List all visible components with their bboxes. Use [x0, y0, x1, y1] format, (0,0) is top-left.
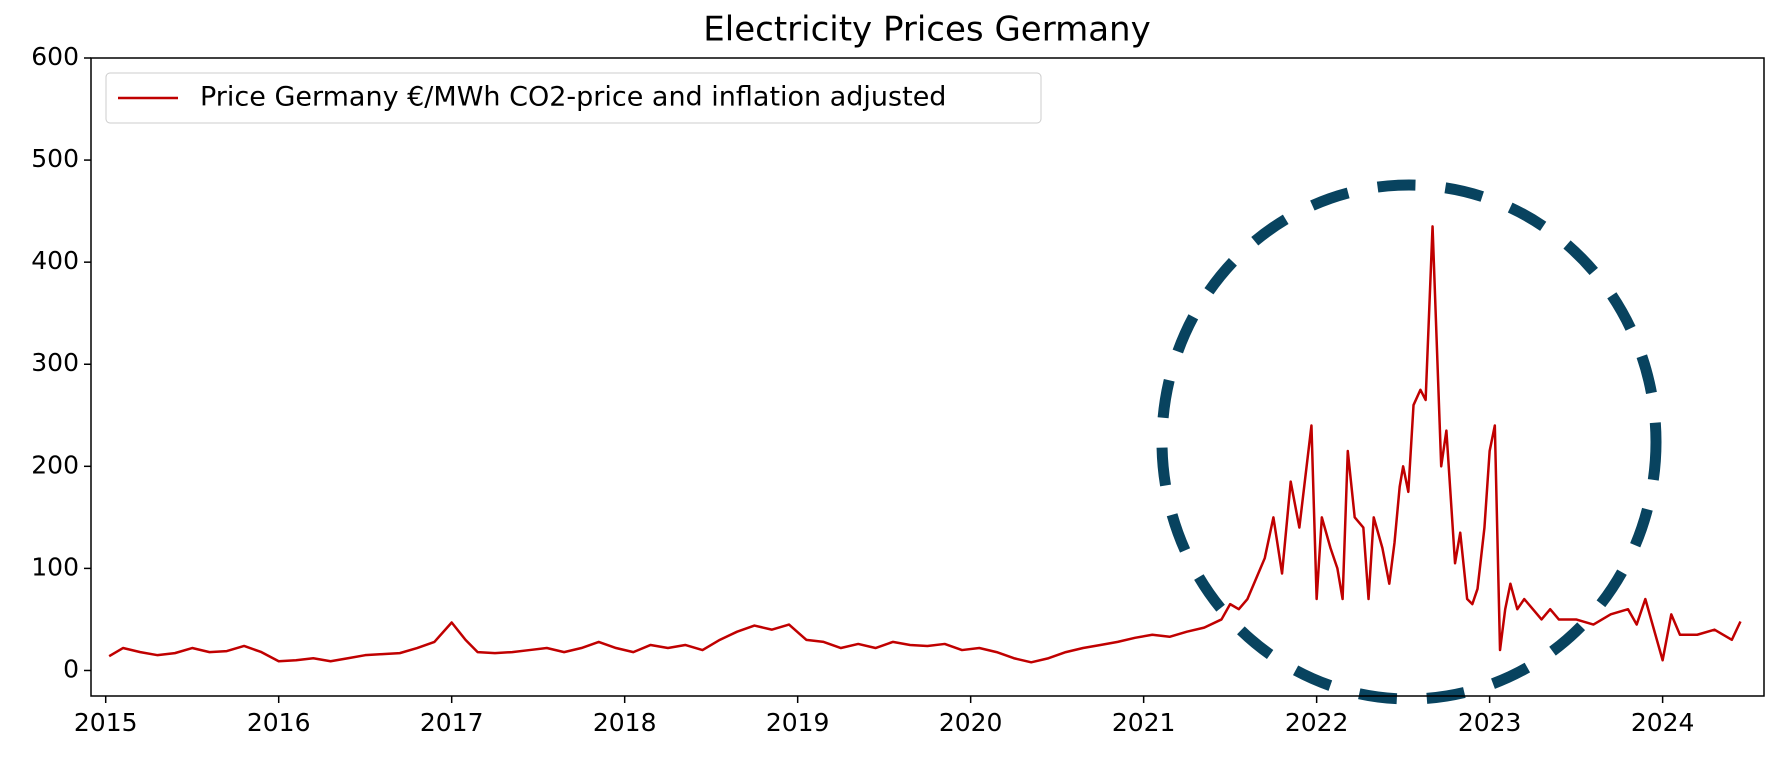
legend-label: Price Germany €/MWh CO2-price and inflat… — [200, 82, 946, 113]
plot-area — [108, 225, 1742, 664]
x-tick-label: 2018 — [593, 708, 657, 737]
y-tick-label: 500 — [31, 144, 79, 173]
legend-box — [105, 72, 1042, 124]
x-tick-label: 2017 — [420, 708, 484, 737]
x-tick-label: 2019 — [766, 708, 830, 737]
y-tick-label: 100 — [31, 552, 79, 581]
x-tick-label: 2021 — [1112, 708, 1176, 737]
y-tick-label: 0 — [63, 654, 79, 683]
chart-title: Electricity Prices Germany — [703, 10, 1150, 50]
x-tick-label: 2016 — [247, 708, 311, 737]
y-tick-label: 600 — [31, 42, 79, 71]
x-tick-label: 2024 — [1631, 708, 1695, 737]
x-tick-label: 2015 — [74, 708, 138, 737]
data-line — [108, 225, 1742, 664]
x-tick-label: 2023 — [1458, 708, 1522, 737]
y-tick-label: 200 — [31, 450, 79, 479]
y-tick-label: 400 — [31, 246, 79, 275]
y-tick-label: 300 — [31, 348, 79, 377]
x-tick-label: 2020 — [939, 708, 1003, 737]
axes-frame — [90, 57, 1765, 697]
x-tick-label: 2022 — [1285, 708, 1349, 737]
highlight-circle — [1156, 179, 1662, 705]
